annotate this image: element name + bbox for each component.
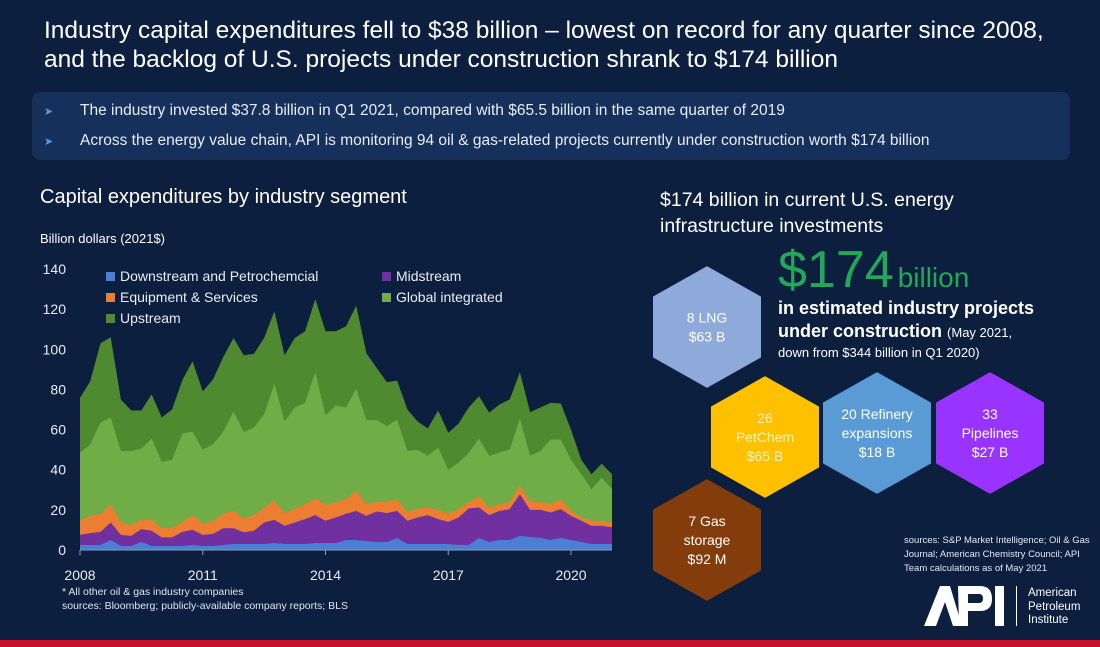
area-midstream <box>80 494 612 550</box>
logo-line: Petroleum <box>1028 600 1081 613</box>
legend-swatch <box>106 272 115 281</box>
hexagon-label: $27 B <box>972 444 1009 460</box>
bullet-item: ➤ The industry invested $37.8 billion in … <box>44 102 785 120</box>
bullet-text: Across the energy value chain, API is mo… <box>80 132 930 149</box>
legend-label: Global integrated <box>396 289 503 305</box>
x-tick-label: 2011 <box>188 567 218 583</box>
capex-area-chart: 0 20 40 60 80 100 120 140 2008 2011 2014 2017 2020 <box>43 261 612 583</box>
hexagon-label: $92 M <box>688 551 727 567</box>
hex-sources: sources: S&P Market Intelligence; Oil & … <box>904 535 1090 574</box>
infrastructure-heading: $174 billion in current U.S. energy infr… <box>660 189 954 237</box>
key-points-box: ➤ The industry invested $37.8 billion in … <box>32 92 1070 160</box>
hexagon-shape <box>651 263 763 391</box>
logo-text: American Petroleum Institute <box>1028 587 1080 628</box>
bottom-stripe <box>0 640 1100 647</box>
hexagon-shape <box>709 373 821 501</box>
chart-sources: sources: Bloomberg; publicly-available c… <box>62 600 348 612</box>
y-tick-label: 60 <box>50 422 66 438</box>
hexagon-label: PetChem <box>736 429 794 445</box>
hexagon-label: expansions <box>842 425 913 441</box>
x-tick-label: 2020 <box>555 567 586 583</box>
big-total: $174 billion <box>778 240 969 300</box>
bullet-text: The industry invested $37.8 billion in Q… <box>80 102 785 119</box>
y-tick-label: 100 <box>43 341 67 357</box>
legend-label: Midstream <box>396 268 462 284</box>
legend-item: Downstream and Petrochemcial <box>106 268 318 284</box>
total-description: in estimated industry projects under con… <box>778 297 1078 344</box>
bullet-item: ➤ Across the energy value chain, API is m… <box>44 132 930 150</box>
hexagon-label: 20 Refinery <box>841 406 913 422</box>
hexagon-label: Pipelines <box>962 425 1019 441</box>
legend-label: Downstream and Petrochemcial <box>120 268 319 284</box>
legend-item: Global integrated <box>382 289 503 305</box>
logo-line: American <box>1028 587 1077 599</box>
chart-title: Capital expenditures by industry segment <box>40 186 407 208</box>
y-tick-label: 0 <box>58 542 66 558</box>
logo-divider <box>1016 586 1017 626</box>
legend-swatch <box>106 293 115 302</box>
description-bold: in estimated industry projects under con… <box>778 298 1035 341</box>
legend-swatch <box>382 272 391 281</box>
x-tick-label: 2017 <box>433 567 464 583</box>
hexagon-label: storage <box>684 532 731 548</box>
y-tick-label: 80 <box>50 381 66 397</box>
hexagon-storage: 7 Gas storage $92 M <box>651 476 763 604</box>
legend-item: Midstream <box>382 268 461 284</box>
bullet-icon: ➤ <box>44 136 54 148</box>
logo-line: Institute <box>1028 614 1069 626</box>
y-tick-label: 140 <box>43 261 67 277</box>
x-tick-label: 2014 <box>310 567 341 583</box>
bullet-icon: ➤ <box>44 106 54 118</box>
hexagon-label: $65 B <box>747 448 784 464</box>
area-downstream-and-petrochemcial <box>80 535 612 550</box>
legend-swatch <box>106 314 115 323</box>
hexagon-label: 7 Gas <box>688 513 725 529</box>
hexagon-label: 33 <box>982 406 998 422</box>
hexagon-label: $63 B <box>689 329 726 345</box>
legend-item: Equipment & Services <box>106 289 258 305</box>
hexagon-shape <box>651 476 763 604</box>
y-tick-label: 120 <box>43 301 67 317</box>
x-tick-label: 2008 <box>64 567 95 583</box>
legend-swatch <box>382 293 391 302</box>
description-date: (May 2021, <box>947 325 1013 340</box>
hexagon-label: $18 B <box>859 444 896 460</box>
y-axis-label: Billion dollars (2021$) <box>40 231 166 246</box>
hexagon-pipelines: 33 Pipelines $27 B <box>934 369 1046 497</box>
hexagon-label: 8 LNG <box>687 310 727 326</box>
legend-label: Equipment & Services <box>120 289 258 305</box>
hexagon-shape <box>821 369 933 497</box>
big-number: $174 <box>778 241 894 299</box>
hexagon-label: 26 <box>757 410 773 426</box>
legend-label: Upstream <box>120 310 181 326</box>
hexagon-8-lng: 8 LNG $63 B <box>651 263 763 391</box>
hexagon-petchem: 26 PetChem $65 B <box>709 373 821 501</box>
api-logo-icon <box>924 586 1004 626</box>
y-tick-label: 20 <box>50 502 66 518</box>
page-title: Industry capital expenditures fell to $3… <box>44 17 1044 73</box>
hexagon-shape <box>934 369 1046 497</box>
big-unit: billion <box>897 262 970 293</box>
chart-footnote: * All other oil & gas industry companies <box>62 586 244 598</box>
description-comparison: down from $344 billion in Q1 2020) <box>778 345 980 360</box>
y-tick-label: 40 <box>50 462 66 478</box>
legend-item: Upstream <box>106 310 181 326</box>
hexagon-expansions: 20 Refinery expansions $18 B <box>821 369 933 497</box>
